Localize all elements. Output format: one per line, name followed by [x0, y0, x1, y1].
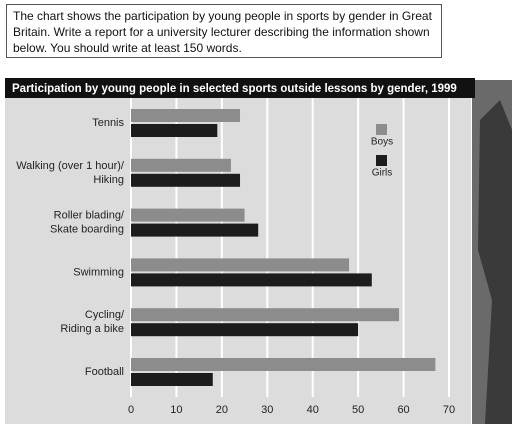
bar [131, 323, 359, 337]
bar [131, 223, 259, 237]
bar [131, 158, 231, 172]
y-tick-label: Cycling/Riding a bike [60, 309, 125, 335]
legend-swatch [376, 155, 387, 166]
task-prompt: The chart shows the participation by you… [6, 4, 442, 58]
x-tick-label: 10 [170, 404, 182, 416]
bar [131, 173, 241, 187]
x-tick-label: 70 [443, 404, 455, 416]
y-tick-label: Swimming [73, 266, 124, 278]
bar [131, 124, 218, 137]
chart-title: Participation by young people in selecte… [12, 83, 457, 95]
x-tick-label: 60 [397, 404, 409, 416]
legend-swatch [376, 124, 387, 135]
photo-figure [478, 100, 512, 424]
y-tick-label: Football [85, 366, 124, 378]
legend-label: Boys [371, 137, 393, 148]
y-tick-label: Walking (over 1 hour)/Hiking [16, 160, 125, 186]
bar [131, 308, 400, 322]
bar [131, 208, 245, 222]
bar [131, 273, 372, 287]
title-bar [5, 78, 475, 98]
x-tick-label: 0 [128, 404, 134, 416]
y-tick-label: Roller blading/Skate boarding [50, 210, 125, 236]
x-tick-label: 50 [352, 404, 364, 416]
bar [131, 358, 436, 371]
bar [131, 258, 350, 272]
x-tick-label: 30 [261, 404, 273, 416]
x-tick-label: 40 [307, 404, 319, 416]
y-tick-label: Tennis [92, 117, 124, 129]
bar [131, 109, 241, 122]
x-tick-label: 20 [216, 404, 228, 416]
legend-label: Girls [372, 168, 393, 179]
bar [131, 373, 213, 386]
